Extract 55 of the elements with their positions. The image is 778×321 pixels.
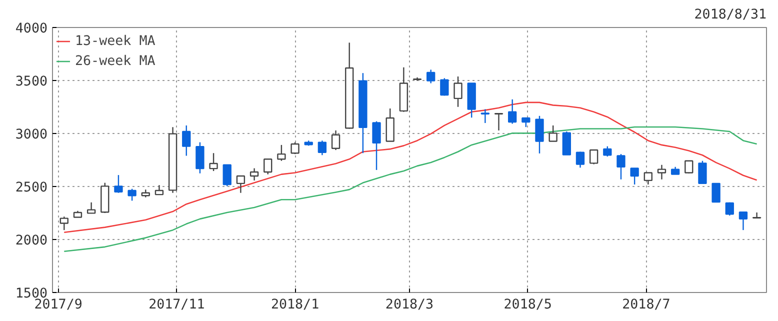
candlestick	[698, 160, 707, 184]
y-tick-label: 4000	[15, 22, 48, 36]
x-tick-label: 2017/11	[148, 298, 205, 312]
candlestick	[236, 175, 246, 194]
candlestick	[616, 153, 626, 180]
candlestick	[562, 130, 571, 156]
y-tick-label: 3500	[15, 74, 48, 90]
candlestick	[128, 188, 136, 202]
x-tick-label: 2018/3	[385, 298, 434, 312]
candlestick	[426, 69, 436, 84]
candlestick	[386, 108, 394, 142]
line-series	[63, 102, 758, 234]
candlestick	[548, 124, 558, 142]
candlestick	[318, 140, 327, 156]
candlestick	[603, 146, 612, 158]
candlestick	[657, 164, 666, 180]
candlestick	[86, 202, 96, 214]
candlestick	[589, 149, 598, 165]
candlestick	[522, 117, 530, 128]
candlestick	[264, 158, 272, 175]
candlestick	[114, 174, 123, 194]
candlestick	[440, 78, 449, 96]
candlestick	[738, 212, 748, 231]
y-tick-label: 2500	[15, 180, 48, 196]
candlestick	[684, 160, 694, 174]
candlestick	[480, 108, 490, 124]
candlestick	[209, 152, 218, 172]
candlestick	[372, 120, 381, 171]
x-tick-label: 2018/7	[622, 298, 670, 312]
candlestick	[644, 172, 652, 186]
candlestick	[630, 168, 639, 186]
candlestick	[494, 112, 504, 132]
candlestick	[154, 184, 164, 196]
candlestick	[331, 130, 340, 151]
candlestick	[725, 202, 734, 216]
candlestick	[277, 144, 286, 162]
legend-label: 13-week MA	[75, 34, 156, 48]
legend-label: 26-week MA	[75, 54, 156, 68]
candlestick	[196, 142, 204, 174]
candlestick	[712, 182, 720, 203]
x-tick-label: 2018/5	[504, 298, 552, 312]
candlestick	[752, 212, 762, 218]
candlestick	[250, 168, 259, 182]
y-tick-label: 3000	[15, 128, 48, 142]
y-tick-label: 2000	[15, 234, 48, 248]
text: 2018/8/31	[694, 8, 766, 22]
candlestick	[576, 151, 585, 168]
x-tick-label: 2018/1	[270, 298, 320, 312]
candlestick	[535, 115, 544, 154]
candlestick	[60, 216, 68, 231]
candlestick	[454, 76, 462, 108]
candlestick	[508, 98, 517, 124]
candlestick	[182, 124, 191, 156]
candlestick	[290, 142, 300, 155]
candlestick	[222, 164, 232, 187]
